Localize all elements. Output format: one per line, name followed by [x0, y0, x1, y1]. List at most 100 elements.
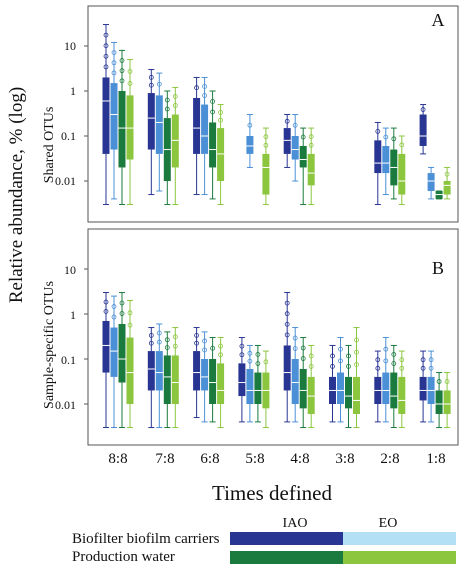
box [193, 97, 201, 154]
outlier-point [103, 299, 109, 305]
box [435, 390, 443, 414]
box [419, 376, 427, 401]
outlier-point [308, 134, 314, 140]
outlier-point [330, 364, 335, 369]
outlier-point [338, 346, 343, 352]
panel-b-ytick-label: 1 [70, 308, 76, 322]
outlier-point [391, 361, 397, 366]
box [299, 368, 307, 409]
outlier-point [127, 81, 133, 86]
outlier-point [239, 343, 245, 349]
outlier-point [218, 343, 224, 349]
outlier-point [103, 64, 109, 70]
outlier-point [399, 142, 405, 148]
outlier-point [436, 379, 442, 384]
outlier-point [103, 53, 109, 59]
outlier-point [202, 84, 208, 89]
outlier-point [148, 332, 154, 338]
outlier-point [148, 82, 154, 88]
panel-a-boxes [84, 24, 451, 206]
panel-a-ytick-label: 10 [64, 39, 76, 53]
x-tick-label: 1:8 [426, 451, 445, 467]
outlier-point [308, 142, 314, 148]
box [307, 376, 315, 414]
panel-b-ytick-label: 0.1 [61, 353, 76, 367]
outlier-point [300, 345, 306, 351]
panel-b-letter: B [432, 258, 444, 278]
box [171, 355, 179, 404]
outlier-point [284, 300, 290, 306]
box [246, 136, 254, 154]
outlier-point [156, 339, 162, 345]
outlier-point [202, 338, 208, 344]
outlier-point [444, 171, 450, 177]
outlier-point [420, 357, 426, 363]
box [299, 145, 307, 168]
box [155, 95, 163, 154]
outlier-point [103, 309, 109, 314]
box [209, 122, 217, 168]
outlier-point [194, 340, 200, 346]
outlier-point [148, 340, 154, 346]
outlier-point [263, 142, 269, 148]
box [102, 320, 110, 373]
y-axis-label: Relative abundance, % (log) [6, 87, 27, 303]
box [193, 351, 201, 391]
box [443, 390, 451, 414]
outlier-point [111, 304, 117, 309]
box [390, 372, 398, 409]
outlier-point [383, 358, 389, 364]
box [126, 337, 134, 404]
box [217, 128, 225, 181]
panel-b-ytick-label: 10 [64, 263, 76, 277]
box [209, 359, 217, 404]
outlier-point [354, 362, 359, 367]
outlier-point [383, 346, 389, 352]
outlier-point [391, 352, 397, 357]
outlier-point [346, 364, 351, 369]
x-tick-label: 8:8 [108, 451, 127, 467]
outlier-point [420, 107, 426, 112]
outlier-point [284, 311, 290, 317]
panel-b-ytick-label: 0.01 [55, 398, 76, 412]
panel-a-ytick-label: 1 [70, 84, 76, 98]
outlier-point [292, 346, 298, 351]
outlier-point [247, 122, 253, 128]
outlier-point [263, 134, 269, 140]
outlier-point [127, 310, 133, 316]
panel-b-frame [87, 228, 459, 446]
box [126, 95, 134, 160]
legend-swatch-biofilter-iao [230, 532, 343, 545]
outlier-point [172, 343, 178, 349]
x-axis-label: Times defined [212, 481, 332, 505]
box [382, 372, 390, 404]
box [262, 153, 270, 195]
outlier-point [119, 311, 125, 316]
outlier-point [218, 109, 224, 115]
outlier-point [383, 134, 389, 140]
outlier-point [164, 345, 170, 350]
outlier-point [111, 314, 117, 320]
panel-a-frame [87, 5, 459, 223]
outlier-point [119, 300, 125, 306]
outlier-point [399, 357, 405, 363]
box [246, 368, 254, 404]
box [118, 323, 126, 383]
box [353, 376, 360, 414]
panel-a-letter: A [432, 10, 445, 30]
outlier-point [375, 357, 381, 363]
x-tick-label: 7:8 [155, 451, 174, 467]
box [345, 376, 352, 409]
outlier-point [284, 321, 290, 327]
outlier-point [172, 103, 178, 108]
outlier-point [103, 43, 109, 49]
outlier-point [119, 68, 125, 74]
panel-b-ylabel: Sample-specific OTUs [42, 281, 57, 409]
outlier-point [172, 94, 178, 99]
box [398, 376, 406, 414]
outlier-point [308, 364, 314, 369]
panel-a: A Shared OTUs 10 1 0.1 0.01 [42, 5, 459, 223]
panel-a-ylabel: Shared OTUs [42, 107, 57, 184]
outlier-point [255, 352, 261, 357]
